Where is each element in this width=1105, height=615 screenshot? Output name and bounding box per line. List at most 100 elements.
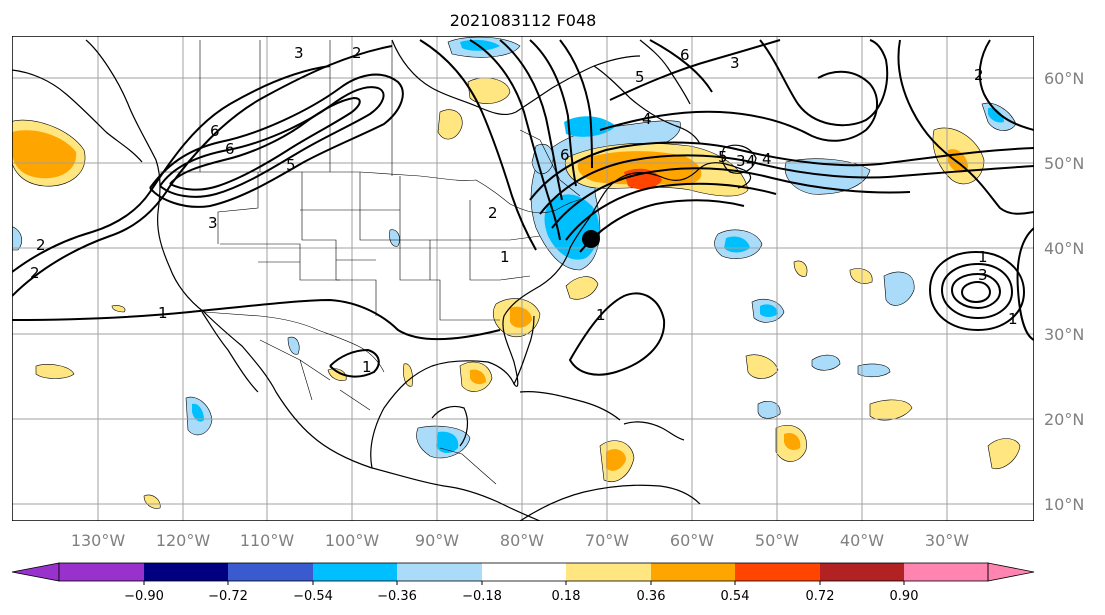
border-mexico-states xyxy=(259,339,371,411)
coastline-newfoundland xyxy=(721,144,757,174)
contour-labels: 3 2 6 5 6 3 2 4 6 5 4 2 3 1 2 1 6 5 4 3 … xyxy=(30,44,1018,376)
contour-label: 6 xyxy=(680,46,690,64)
colorbar-bin xyxy=(566,563,651,581)
shade-region xyxy=(857,363,891,378)
coastline-cuba xyxy=(519,391,621,421)
shade-region xyxy=(192,403,204,422)
map-panel: 3 2 6 5 6 3 2 4 6 5 4 2 3 1 2 1 6 5 4 3 … xyxy=(12,36,1034,521)
lon-label: 60°W xyxy=(670,531,714,550)
contour-label: 3 xyxy=(978,266,988,284)
colorbar-tick-label: 0.72 xyxy=(806,589,835,604)
colorbar-tick-label: 0.36 xyxy=(637,589,666,604)
colorbar-ticks xyxy=(143,581,905,585)
contour-label: 6 xyxy=(210,122,220,140)
shade-region xyxy=(35,364,75,379)
contour-label: 2 xyxy=(30,264,40,282)
storm-center-marker xyxy=(582,230,600,248)
contour-line xyxy=(469,39,561,241)
colorbar-tick-label: 0.90 xyxy=(890,589,919,604)
contour-label: 2 xyxy=(488,204,498,222)
border-central-america xyxy=(439,447,497,485)
shade-region xyxy=(811,354,841,371)
coastline-florida xyxy=(513,315,535,385)
latitude-labels: 60°N 50°N 40°N 30°N 20°N 10°N xyxy=(1044,69,1084,514)
contour-line xyxy=(940,262,1014,320)
colorbar-tick-label: −0.54 xyxy=(293,589,333,604)
border-state xyxy=(399,176,431,280)
coastline-hudson xyxy=(391,39,641,116)
contour-line xyxy=(960,280,992,304)
border-province xyxy=(519,129,581,197)
contour-label: 6 xyxy=(560,146,570,164)
shade-region xyxy=(327,368,347,381)
colorbar-bin xyxy=(397,563,482,581)
border-state xyxy=(258,259,376,263)
colorbar-tick-label: −0.90 xyxy=(124,589,164,604)
coastline-greenland xyxy=(639,39,691,105)
colorbar-tick-label: 0.18 xyxy=(552,589,581,604)
political-borders xyxy=(160,40,587,485)
contour-label: 5 xyxy=(635,68,645,86)
colorbar-bin xyxy=(820,563,904,581)
colorbar-bin xyxy=(651,563,735,581)
contour-label: 3 xyxy=(294,44,304,62)
contour-line xyxy=(1016,227,1034,341)
colorbar-tick-label: −0.36 xyxy=(377,589,417,604)
contour-line xyxy=(539,154,1034,215)
shade-region xyxy=(883,271,915,306)
shade-region xyxy=(12,226,22,251)
coastline-north-america xyxy=(85,39,541,521)
shade-region xyxy=(564,116,616,137)
shade-region xyxy=(143,494,161,509)
shade-region xyxy=(987,438,1021,470)
contour-line xyxy=(649,39,713,93)
lat-label: 40°N xyxy=(1044,239,1084,258)
lon-label: 100°W xyxy=(325,531,380,550)
colorbar-tick-label: −0.72 xyxy=(208,589,248,604)
border-us-mexico xyxy=(203,311,385,373)
colorbar-min-extension xyxy=(11,562,60,582)
coastlines xyxy=(12,39,757,521)
border-state xyxy=(359,172,500,321)
contour-line xyxy=(978,39,1034,131)
lon-label: 120°W xyxy=(156,531,211,550)
border-state xyxy=(430,239,531,281)
contour-line xyxy=(551,167,911,229)
contour-label: 1 xyxy=(500,248,510,266)
contour-label: 1 xyxy=(158,304,168,322)
coastline-yucatan xyxy=(431,405,469,447)
colorbar-tick-label: −0.18 xyxy=(462,589,502,604)
shade-region xyxy=(470,369,486,385)
contour-label: 2 xyxy=(974,66,984,84)
colorbar-frame xyxy=(58,562,989,582)
contour-label: 1 xyxy=(362,358,372,376)
contour-line xyxy=(12,65,331,273)
border-state xyxy=(469,200,541,241)
coastline-labrador xyxy=(593,65,701,145)
contour-label: 1 xyxy=(978,248,988,266)
shade-region xyxy=(793,260,808,277)
contour-line xyxy=(149,73,404,208)
contour-label: 6 xyxy=(225,140,235,158)
lat-label: 10°N xyxy=(1044,495,1084,514)
contour-line xyxy=(950,272,1002,310)
colorbar-bin xyxy=(482,563,566,581)
contour-label: 3 xyxy=(730,54,740,72)
lat-label: 20°N xyxy=(1044,410,1084,429)
contour-line xyxy=(159,86,385,198)
lat-label: 50°N xyxy=(1044,154,1084,173)
shade-region xyxy=(531,144,554,175)
contour-label: 3 xyxy=(736,152,746,170)
contours xyxy=(12,39,1034,378)
coastline-alaska xyxy=(12,69,143,163)
lat-label: 30°N xyxy=(1044,325,1084,344)
colorbar-bin xyxy=(904,563,988,581)
coastline-south-america xyxy=(519,484,701,521)
coastline-gulf xyxy=(370,162,752,469)
lon-label: 70°W xyxy=(585,531,629,550)
contour-line xyxy=(499,39,563,201)
shade-region xyxy=(606,449,626,471)
shade-region xyxy=(287,336,300,355)
shade-region xyxy=(760,304,778,317)
lon-label: 110°W xyxy=(240,531,295,550)
